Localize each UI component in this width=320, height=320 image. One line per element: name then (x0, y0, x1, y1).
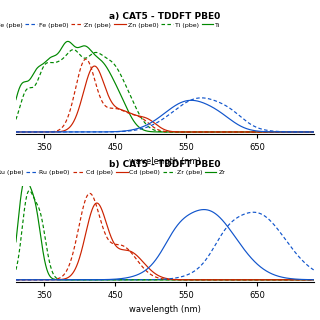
X-axis label: wavelength (nm): wavelength (nm) (129, 157, 201, 166)
Legend: Ru (pbe), Ru (pbe0), Cd (pbe), Cd (pbe0), Zr (pbe), Zr: Ru (pbe), Ru (pbe0), Cd (pbe), Cd (pbe0)… (0, 170, 225, 175)
Legend: Fe (pbe), Fe (pbe0), Zn (pbe), Zn (pbe0), Ti (pbe), Ti: Fe (pbe), Fe (pbe0), Zn (pbe), Zn (pbe0)… (0, 22, 220, 28)
Title: a) CAT5 - TDDFT PBE0: a) CAT5 - TDDFT PBE0 (109, 12, 220, 21)
Title: b) CAT5 - TDDFT PBE0: b) CAT5 - TDDFT PBE0 (109, 160, 220, 169)
X-axis label: wavelength (nm): wavelength (nm) (129, 305, 201, 314)
